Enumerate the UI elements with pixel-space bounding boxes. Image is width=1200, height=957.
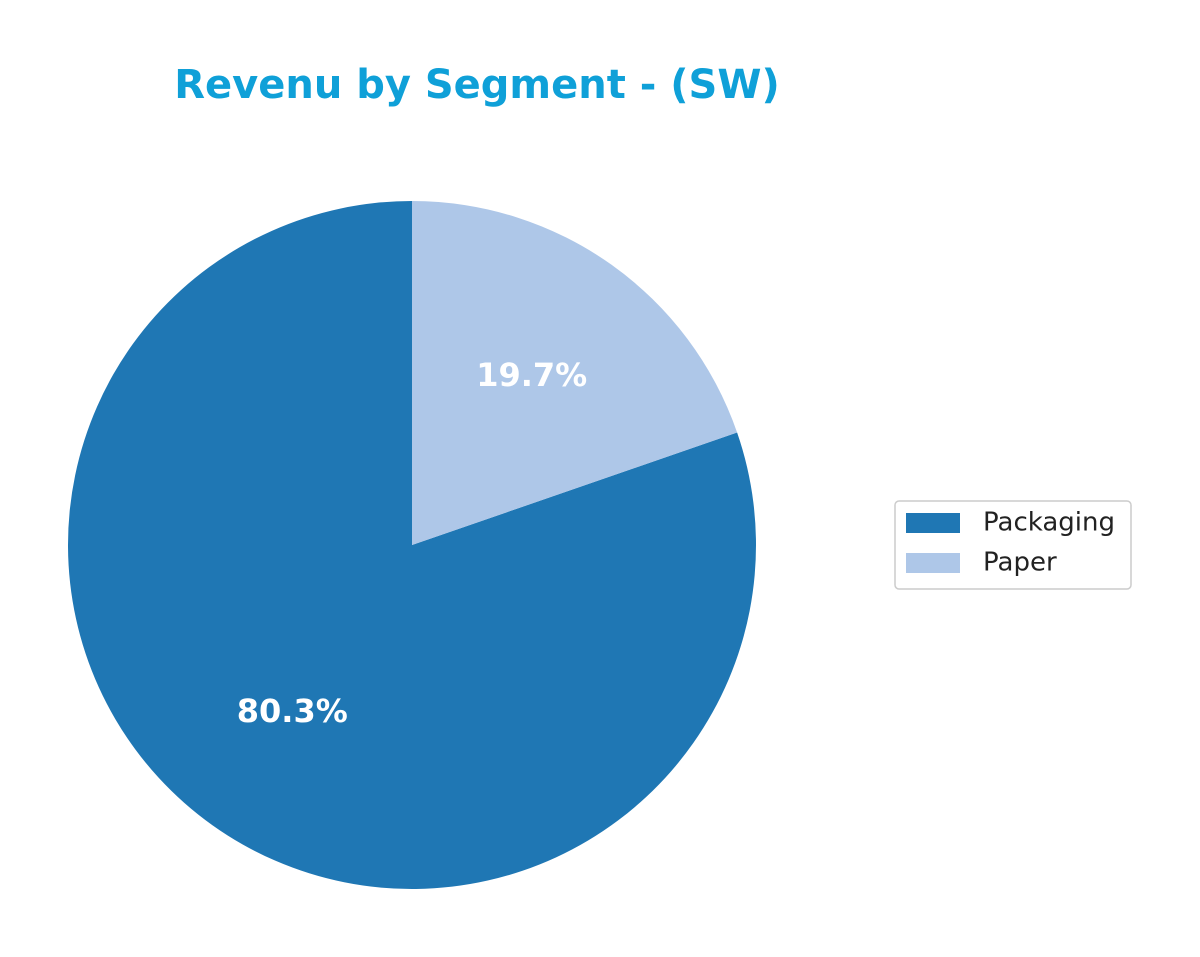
value-label: 19.7% bbox=[476, 356, 587, 394]
pie-slice bbox=[67, 201, 756, 889]
legend-label: Packaging bbox=[983, 508, 1115, 538]
legend-swatch bbox=[906, 553, 960, 573]
chart-title: Revenu by Segment - (SW) bbox=[174, 62, 780, 108]
legend-label: Paper bbox=[983, 548, 1057, 578]
value-label: 80.3% bbox=[237, 692, 348, 730]
pie-slice bbox=[412, 201, 738, 545]
legend-swatch bbox=[906, 513, 960, 533]
